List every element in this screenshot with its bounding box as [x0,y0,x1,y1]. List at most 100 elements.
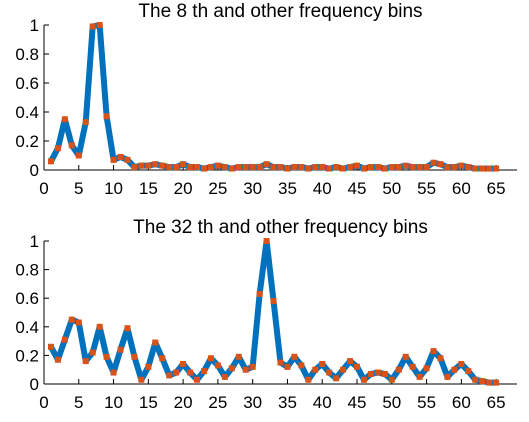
plot-1-data-point [347,164,354,171]
plot-1-data-point [263,161,270,168]
plot-2-data-point [96,323,103,330]
plot-2-data-point [381,370,388,377]
plot-1-x-tick-label: 65 [487,179,506,198]
plot-2-x-tick-label: 15 [139,393,158,412]
plot-2-data-point [152,339,159,346]
plot-1-y-tick-label: 0.2 [15,132,39,151]
plot-2-data-point [270,298,277,305]
plot-1-data-point [75,152,82,159]
plot-1-data-point [159,162,166,169]
plot-2-x-tick-label: 45 [348,393,367,412]
plot-1-data-point [235,164,242,171]
plot-1-data-point [402,162,409,169]
plot-2-y-tick-label: 0 [30,375,39,394]
plot-2-data-point [465,368,472,375]
plot-1-data-point [89,23,96,30]
plot-1-data-point [298,164,305,171]
plot-2-data-point [68,316,75,323]
plot-1-y-tick-label: 0 [30,161,39,180]
plot-1-data-point [277,164,284,171]
plot-1-data-point [305,165,312,172]
plot-1-data-point [312,164,319,171]
plot-2-data-point [486,379,493,386]
plot-2-data-point [117,346,124,353]
plot-1-data-point [416,164,423,171]
plot-2-x-tick-label: 30 [243,393,262,412]
plot-2-data-point [458,360,465,367]
plot-1-data-point [228,165,235,172]
plot-2-data-point [340,366,347,373]
plot-1-data-point [173,164,180,171]
plot-2-data-point [388,376,395,383]
plot-2-data-point [423,365,430,372]
plot-2-data-point [291,353,298,360]
plot-2-data-point [319,360,326,367]
plot-2-y-tick-label: 0.2 [15,346,39,365]
plot-2-data-point [124,325,131,332]
plot-1-y-tick-label: 0.6 [15,74,39,93]
plot-1-data-point [409,164,416,171]
plot-1-data-point [54,145,61,152]
plot-2-data-point [305,376,312,383]
plot-1-data-point [138,162,145,169]
plot-2-x-tick-label: 40 [313,393,332,412]
plot-2-data-point [493,379,500,386]
plot-2-data-point [110,369,117,376]
plot-1-data-point [200,165,207,172]
plot-1-data-point [166,164,173,171]
plot-2-series-line [47,238,500,386]
plot-2-data-point [89,349,96,356]
plot-1-data-point [430,159,437,166]
plot-2-y-tick-label: 0.4 [15,318,39,337]
plot-1-data-point [117,153,124,160]
plot-1-data-point [96,22,103,28]
plot-2-data-point [347,358,354,365]
plot-2-data-point [145,363,152,370]
plot-2-data-point [138,376,145,383]
plot-2-data-point [374,369,381,376]
plot-1-data-point [333,164,340,171]
plot-2-x-tick-label: 55 [417,393,436,412]
plot-2-data-point [256,290,263,297]
plot-1-data-point [249,164,256,171]
plot-1-x-tick-label: 15 [139,179,158,198]
plot-2-x-tick-label: 50 [382,393,401,412]
plot-1-data-point [284,165,291,172]
plot-2-data-point [437,355,444,362]
plot-1-data-point [367,164,374,171]
plot-2-x-tick-label: 65 [487,393,506,412]
plot-2-data-point [284,363,291,370]
plot-1-data-point [103,113,110,120]
plot-2-data-point [333,375,340,382]
plot-2-data-point [82,358,89,365]
plot-2-data-point [409,363,416,370]
plot-2-x-tick-label: 20 [174,393,193,412]
plot-1-data-point [180,161,187,168]
plot-2-data-point [472,376,479,383]
plot-1-data-point [360,165,367,172]
plot-2-data-point [228,365,235,372]
plot-2-data-point [54,356,61,363]
plot-2-data-point [75,319,82,326]
plot-1-data-point [187,164,194,171]
plot-1-data-point [82,119,89,126]
plot-1-x-tick-label: 40 [313,179,332,198]
plot-1-data-point [319,164,326,171]
plot-2-x-tick-label: 10 [104,393,123,412]
plot-2-data-point [354,363,361,370]
plot-2-data-point [159,355,166,362]
plot-2-data-point [221,373,228,380]
plot-1-data-point [124,156,131,163]
plot-1-data-point [145,162,152,169]
plot-1-data-point [388,164,395,171]
plot-1-data-point [423,164,430,171]
plot-1-data-point [486,165,493,172]
plot-2-data-point [430,348,437,355]
plot-1-data-point [47,158,54,165]
plot-1-data-point [354,162,361,169]
plot-1-data-point [110,156,117,163]
plot-2-data-point [444,373,451,380]
